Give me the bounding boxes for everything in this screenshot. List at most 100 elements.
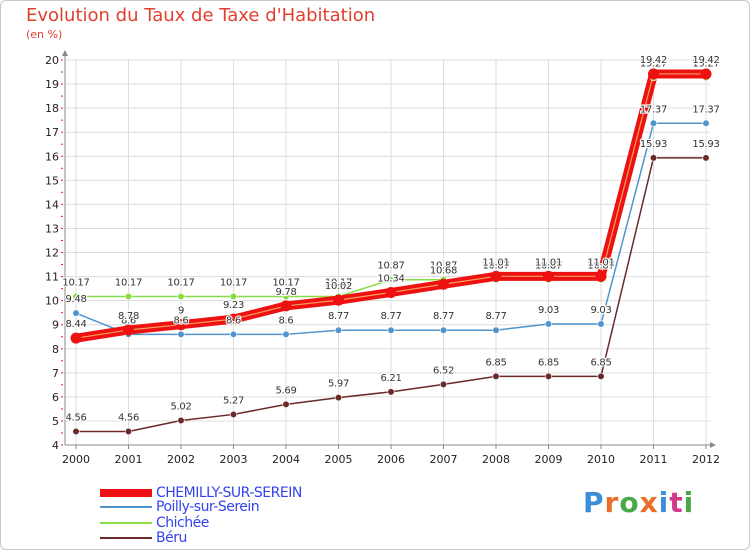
unit-label: (en %)	[26, 28, 63, 41]
data-label-chichee: 10.17	[62, 278, 89, 289]
data-label-chichee: 10.87	[430, 261, 457, 272]
data-label-beru: 6.21	[380, 373, 401, 384]
data-label-poilly: 8.77	[485, 311, 506, 322]
data-label-chemilly: 11.01	[587, 257, 614, 268]
data-point-beru	[439, 380, 448, 388]
data-label-beru: 4.56	[65, 413, 86, 424]
legend-swatch-beru	[100, 537, 152, 539]
data-label-beru: 5.69	[275, 385, 296, 396]
data-label-poilly: 9.03	[590, 305, 611, 316]
data-label-chemilly: 9.78	[275, 287, 296, 298]
data-point-chemilly	[280, 300, 292, 312]
legend-swatch-chemilly	[100, 489, 152, 497]
data-label-poilly: 17.37	[692, 104, 719, 115]
data-point-poilly	[387, 326, 395, 334]
data-label-chichee: 10.87	[377, 261, 404, 272]
data-label-beru: 5.02	[170, 401, 191, 412]
y-axis-arrow	[62, 50, 68, 56]
data-point-poilly	[597, 320, 605, 328]
x-axis-arrow	[710, 442, 716, 448]
data-point-chemilly	[595, 270, 607, 282]
data-point-poilly	[492, 326, 500, 334]
data-label-poilly: 8.77	[433, 311, 454, 322]
data-label-beru: 6.52	[433, 365, 454, 376]
legend-label-beru: Béru	[156, 530, 187, 546]
y-tick-label: 6	[52, 391, 59, 404]
data-point-beru	[649, 154, 658, 162]
data-point-chemilly	[70, 332, 82, 344]
y-tick-label: 5	[52, 415, 59, 428]
data-point-beru	[334, 393, 343, 402]
x-tick-label: 2002	[167, 453, 195, 466]
data-point-poilly	[702, 119, 710, 127]
data-point-chemilly	[648, 68, 659, 80]
x-tick-label: 2007	[430, 453, 458, 466]
data-point-chichee	[282, 292, 290, 301]
data-label-chemilly: 10.02	[325, 281, 352, 292]
data-label-chemilly: 8.78	[118, 311, 139, 322]
data-point-chemilly	[228, 313, 239, 325]
data-label-poilly: 9.48	[65, 294, 86, 305]
data-label-beru: 15.93	[692, 139, 719, 150]
data-point-chichee	[124, 292, 133, 301]
data-label-poilly: 9.03	[538, 305, 559, 316]
data-point-chemilly	[543, 270, 554, 282]
data-point-chemilly	[385, 286, 397, 298]
data-point-poilly	[282, 330, 290, 338]
y-tick-label: 7	[52, 367, 59, 380]
x-tick-label: 2008	[482, 453, 510, 466]
data-point-beru	[72, 427, 80, 436]
data-point-beru	[597, 372, 605, 381]
data-label-chemilly: 19.42	[640, 55, 667, 66]
data-point-poilly	[229, 330, 238, 338]
y-tick-label: 16	[45, 150, 59, 163]
data-label-poilly: 8.77	[380, 311, 401, 322]
data-point-beru	[282, 400, 290, 408]
data-label-chichee: 19.27	[640, 59, 667, 70]
data-point-chichee	[177, 292, 185, 301]
x-tick-label: 2009	[535, 453, 563, 466]
y-tick-label: 19	[45, 78, 59, 91]
data-label-chichee: 10.17	[167, 278, 194, 289]
chart-title: Evolution du Taux de Taxe d'Habitation	[26, 5, 376, 26]
data-point-chemilly	[438, 278, 449, 290]
data-label-chemilly: 11.01	[482, 257, 509, 268]
y-tick-label: 9	[52, 319, 59, 332]
data-point-beru	[124, 427, 133, 436]
proxiti-logo: Proxiti	[583, 486, 695, 519]
data-label-chemilly: 11.01	[535, 257, 562, 268]
data-label-beru: 5.27	[223, 395, 244, 406]
data-label-poilly: 8.77	[328, 311, 349, 322]
x-tick-label: 2005	[325, 453, 353, 466]
y-tick-label: 20	[45, 54, 59, 67]
y-tick-label: 4	[52, 439, 59, 452]
y-tick-label: 13	[45, 222, 59, 235]
data-point-poilly	[72, 309, 80, 317]
data-label-beru: 6.85	[590, 357, 611, 368]
data-label-chichee: 10.17	[115, 278, 142, 289]
data-point-poilly	[649, 119, 658, 127]
data-label-beru: 6.85	[538, 357, 559, 368]
data-label-poilly: 8.6	[173, 315, 188, 326]
x-tick-label: 2001	[115, 453, 143, 466]
data-point-beru	[702, 154, 710, 162]
data-point-chichee	[72, 292, 80, 301]
x-tick-label: 2004	[272, 453, 300, 466]
data-point-chemilly	[490, 270, 502, 282]
data-label-chichee: 19.27	[692, 59, 719, 70]
data-label-chichee: 10.87	[535, 261, 562, 272]
data-label-chemilly: 9	[178, 306, 184, 317]
data-label-poilly: 8.6	[226, 315, 241, 326]
legend-label-chichee: Chichée	[156, 515, 209, 531]
y-tick-label: 11	[45, 271, 59, 284]
x-tick-label: 2003	[220, 453, 248, 466]
data-point-poilly	[177, 330, 185, 338]
data-label-chemilly: 8.44	[65, 319, 86, 330]
legend-item-chemilly: CHEMILLY-SUR-SEREIN	[100, 485, 302, 501]
legend-swatch-poilly	[100, 506, 152, 508]
data-label-chemilly: 9.23	[223, 300, 244, 311]
y-tick-label: 12	[45, 247, 59, 260]
x-tick-label: 2006	[377, 453, 405, 466]
data-label-chemilly: 19.42	[692, 55, 719, 66]
